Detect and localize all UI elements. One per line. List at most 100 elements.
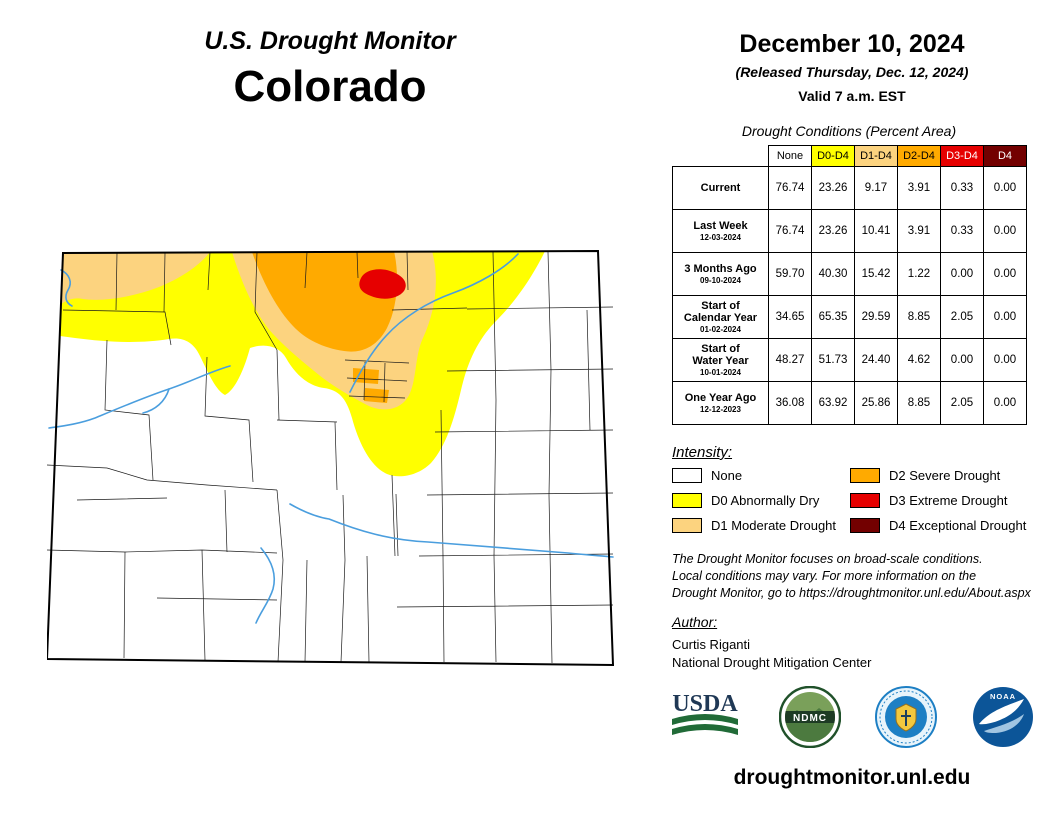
table-cell: 0.00	[983, 295, 1027, 339]
table-cell: 59.70	[768, 252, 812, 296]
row-label-cell: 3 Months Ago 09-10-2024	[672, 252, 769, 296]
table-corner-cell	[672, 145, 769, 167]
river-south-platte	[349, 253, 519, 393]
table-row-start-of-calendar-year: Start of Calendar Year 01-02-2024 34.65 …	[672, 295, 1027, 339]
table-cell: 10.41	[854, 209, 898, 253]
legend-label: D2 Severe Drought	[889, 468, 1001, 483]
table-cell: 36.08	[768, 381, 812, 425]
row-label-cell: Start of Calendar Year 01-02-2024	[672, 295, 769, 339]
row-label: 3 Months Ago	[684, 263, 757, 275]
legend-swatch-d1	[672, 518, 702, 533]
table-cell: 63.92	[811, 381, 855, 425]
rivers	[48, 253, 614, 624]
d1-region-northwest	[61, 252, 210, 304]
d2-region	[252, 251, 398, 352]
table-cell: 23.26	[811, 209, 855, 253]
legend-label: D0 Abnormally Dry	[711, 493, 820, 508]
table-cell: 2.05	[940, 295, 984, 339]
table-cell: 65.35	[811, 295, 855, 339]
row-sublabel: 12-12-2023	[700, 405, 741, 414]
table-cell: 3.91	[897, 166, 941, 210]
table-cell: 34.65	[768, 295, 812, 339]
usda-logo-text: USDA	[672, 691, 738, 717]
row-sublabel: 09-10-2024	[700, 276, 741, 285]
university-of-nebraska-seal-logo	[875, 686, 938, 753]
river-yampa	[60, 269, 73, 307]
author-title: Author:	[672, 614, 718, 630]
row-label-cell: One Year Ago 12-12-2023	[672, 381, 769, 425]
table-cell: 29.59	[854, 295, 898, 339]
table-cell: 40.30	[811, 252, 855, 296]
table-row-one-year-ago: One Year Ago 12-12-2023 36.08 63.92 25.8…	[672, 381, 1027, 425]
table-cell: 4.62	[897, 338, 941, 382]
table-cell: 8.85	[897, 381, 941, 425]
row-label-cell: Last Week 12-03-2024	[672, 209, 769, 253]
row-sublabel: 10-01-2024	[700, 368, 741, 377]
col-header-d4: D4	[983, 145, 1027, 167]
author-name: Curtis Riganti	[672, 637, 751, 652]
table-row-3-months-ago: 3 Months Ago 09-10-2024 59.70 40.30 15.4…	[672, 252, 1027, 296]
table-cell: 15.42	[854, 252, 898, 296]
table-header-row: None D0-D4 D1-D4 D2-D4 D3-D4 D4	[672, 145, 1027, 167]
table-row-current: Current 76.74 23.26 9.17 3.91 0.33 0.00	[672, 166, 1027, 210]
table-cell: 0.00	[940, 338, 984, 382]
col-header-d3-d4: D3-D4	[940, 145, 984, 167]
table-cell: 0.00	[940, 252, 984, 296]
row-label: Start of Calendar Year	[683, 300, 758, 324]
table-cell: 8.85	[897, 295, 941, 339]
d2-region-metro-2	[364, 388, 389, 403]
disclaimer-line: Drought Monitor, go to https://droughtmo…	[672, 586, 1031, 600]
table-cell: 0.00	[983, 166, 1027, 210]
table-cell: 25.86	[854, 381, 898, 425]
river-rio-grande	[255, 547, 276, 624]
released-note: (Released Thursday, Dec. 12, 2024)	[735, 64, 969, 80]
river-colorado	[48, 365, 231, 429]
river-arkansas	[289, 503, 614, 558]
table-cell: 76.74	[768, 166, 812, 210]
legend-swatch-none	[672, 468, 702, 483]
legend-item-d2: D2 Severe Drought	[850, 468, 1000, 483]
table-cell: 2.05	[940, 381, 984, 425]
legend-item-d3: D3 Extreme Drought	[850, 493, 1008, 508]
legend-swatch-d3	[850, 493, 880, 508]
usda-logo: USDA	[666, 689, 744, 750]
table-row-start-of-water-year: Start of Water Year 10-01-2024 48.27 51.…	[672, 338, 1027, 382]
disclaimer-line: Local conditions may vary. For more info…	[672, 569, 977, 583]
disclaimer-line: The Drought Monitor focuses on broad-sca…	[672, 552, 983, 566]
table-cell: 0.00	[983, 338, 1027, 382]
table-cell: 48.27	[768, 338, 812, 382]
row-label: Start of Water Year	[692, 343, 749, 367]
table-cell: 23.26	[811, 166, 855, 210]
legend-swatch-d4	[850, 518, 880, 533]
table-cell: 0.33	[940, 166, 984, 210]
legend-item-none: None	[672, 468, 742, 483]
col-header-d0-d4: D0-D4	[811, 145, 855, 167]
colorado-drought-map	[47, 250, 614, 667]
disclaimer-text: The Drought Monitor focuses on broad-sca…	[672, 551, 1031, 602]
county-lines	[47, 251, 614, 664]
col-header-d2-d4: D2-D4	[897, 145, 941, 167]
row-label: One Year Ago	[684, 392, 757, 404]
drought-conditions-table: None D0-D4 D1-D4 D2-D4 D3-D4 D4 Current …	[672, 145, 1027, 425]
table-cell: 9.17	[854, 166, 898, 210]
table-cell: 3.91	[897, 209, 941, 253]
table-cell: 0.00	[983, 381, 1027, 425]
state-border	[47, 250, 614, 667]
legend-label: None	[711, 468, 743, 483]
table-cell: 0.00	[983, 252, 1027, 296]
legend-item-d0: D0 Abnormally Dry	[672, 493, 819, 508]
table-cell: 51.73	[811, 338, 855, 382]
row-label-cell: Start of Water Year 10-01-2024	[672, 338, 769, 382]
legend-swatch-d2	[850, 468, 880, 483]
valid-note: Valid 7 a.m. EST	[798, 88, 906, 104]
row-sublabel: 12-03-2024	[700, 233, 741, 242]
author-organization: National Drought Mitigation Center	[672, 655, 872, 670]
noaa-logo-text: NOAA	[990, 692, 1016, 701]
state-title: Colorado	[233, 62, 427, 111]
row-label: Last Week	[693, 220, 748, 232]
ndmc-logo: NDMC	[778, 685, 841, 753]
table-title: Drought Conditions (Percent Area)	[741, 123, 957, 139]
table-row-last-week: Last Week 12-03-2024 76.74 23.26 10.41 3…	[672, 209, 1027, 253]
table-cell: 76.74	[768, 209, 812, 253]
